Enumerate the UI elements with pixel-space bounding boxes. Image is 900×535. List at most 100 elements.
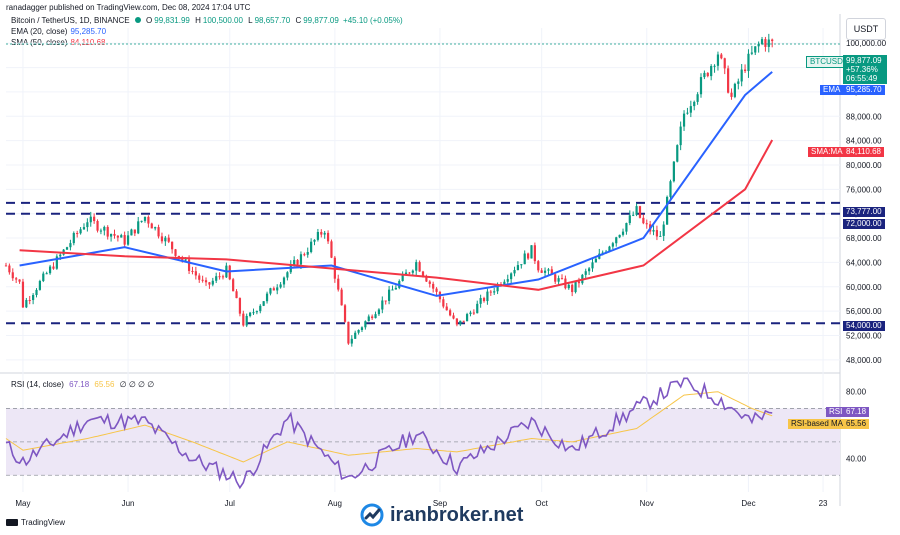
x-tick-label: 23 [819, 499, 828, 508]
candle-body [150, 223, 153, 229]
candle-body [218, 276, 221, 278]
candle-body [282, 277, 286, 285]
candle-body [157, 227, 160, 237]
level-tag-54000: 54,000.00 [843, 321, 885, 331]
candle-body [577, 281, 581, 284]
candle-body [530, 245, 533, 259]
y-tick-label: 52,000.00 [846, 331, 882, 340]
candle-body [76, 233, 79, 235]
tradingview-logo[interactable]: TradingView [6, 518, 65, 527]
candle-body [523, 253, 526, 265]
rsi-legend-value: 67.18 [69, 380, 90, 389]
sma-tag-name: SMA:MA [808, 147, 846, 157]
candle-body [347, 321, 350, 344]
market-status-icon [134, 17, 141, 23]
candle-body [65, 247, 69, 250]
y-tick-label: 68,000.00 [846, 234, 882, 243]
x-tick-label: Dec [741, 499, 755, 508]
candle-body [771, 39, 774, 42]
symbol-title[interactable]: Bitcoin / TetherUS, 1D, BINANCE [11, 16, 130, 25]
candle-body [764, 39, 767, 47]
rsi-tick-label: 40.00 [846, 455, 867, 464]
candle-body [662, 224, 665, 236]
candle-body [489, 291, 492, 293]
candle-body [259, 305, 262, 312]
candle-body [547, 269, 550, 271]
candle-body [269, 288, 272, 294]
candle-body [655, 230, 659, 237]
candle-body [38, 281, 42, 290]
candle-body [320, 231, 323, 235]
candle-body [730, 92, 733, 97]
candle-body [723, 58, 726, 69]
sma-tag: 84,110.68 [843, 147, 884, 157]
candle-body [371, 316, 374, 319]
candle-body [35, 289, 38, 295]
candle-body [96, 221, 99, 231]
candle-body [350, 338, 353, 344]
rsi-ma-line [5, 391, 773, 463]
candle-body [455, 318, 459, 325]
ema-line [19, 71, 773, 297]
candle-body [106, 226, 109, 237]
y-tick-label: 56,000.00 [846, 307, 882, 316]
candle-body [411, 270, 414, 273]
candle-body [706, 72, 709, 77]
rsi-tag: 67.18 [843, 407, 870, 417]
candle-body [374, 314, 377, 319]
candle-body [89, 216, 92, 223]
candle-body [679, 126, 682, 146]
candle-body [204, 280, 208, 283]
candle-body [767, 39, 770, 47]
rsi-legend[interactable]: RSI (14, close) 67.18 65.56 ∅ ∅ ∅ ∅ [11, 380, 154, 389]
watermark: iranbroker.net [360, 503, 523, 527]
sma-legend-value: 84,110.68 [70, 38, 106, 47]
candle-body [194, 271, 197, 276]
candle-body [86, 222, 89, 228]
x-tick-label: Jul [225, 499, 235, 508]
candle-body [211, 280, 214, 285]
candle-body [418, 262, 421, 272]
candle-body [442, 299, 445, 307]
rsi-tag-name: RSI [826, 407, 846, 417]
ema-tag-name: EMA [820, 85, 844, 95]
candle-body [391, 289, 394, 291]
candle-body [408, 272, 411, 274]
y-tick-label: 84,000.00 [846, 137, 882, 146]
candle-body [645, 223, 648, 225]
rsi-ma-legend-value: 65.56 [94, 380, 115, 389]
candle-body [364, 321, 367, 328]
candle-body [496, 283, 499, 292]
candle-body [550, 269, 553, 275]
candle-body [638, 206, 642, 218]
candle-body [323, 232, 326, 235]
candle-body [628, 215, 631, 224]
countdown: 06:55:49 [846, 74, 878, 83]
candle-body [11, 272, 14, 279]
candle-body [126, 235, 130, 245]
candle-body [174, 249, 177, 256]
candle-body [750, 52, 753, 54]
watermark-icon [360, 503, 384, 527]
candle-body [618, 234, 621, 238]
rsi-legend-rest: ∅ ∅ ∅ ∅ [119, 380, 155, 389]
candle-body [435, 288, 438, 292]
ema-legend[interactable]: EMA (20, close) 95,285.70 [11, 26, 106, 37]
candle-body [686, 112, 689, 114]
candle-body [665, 196, 669, 225]
candle-body [276, 287, 279, 291]
last-price-tag: 99,877.09 +57.36% 06:55:49 [843, 55, 887, 84]
sma-legend[interactable]: SMA (50, close) 84,110.68 [11, 37, 105, 48]
candle-body [177, 255, 181, 258]
rsi-ma-tag-name: RSI-based MA [788, 419, 847, 429]
candle-body [720, 54, 723, 59]
candle-body [164, 237, 167, 242]
candle-body [513, 270, 516, 274]
symbol-legend: Bitcoin / TetherUS, 1D, BINANCE O 99,831.… [11, 15, 403, 26]
candle-body [4, 265, 8, 267]
high-value: 100,500.00 [202, 16, 243, 25]
currency-button[interactable]: USDT [846, 18, 886, 40]
candle-body [503, 281, 506, 286]
candle-body [421, 271, 425, 277]
